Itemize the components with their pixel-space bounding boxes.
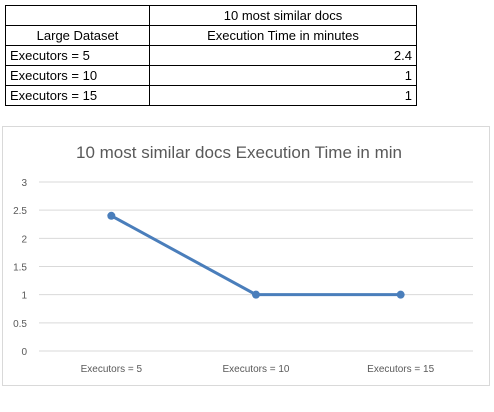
y-tick-label: 2.5 [13, 206, 27, 217]
row-value-cell[interactable]: 1 [149, 65, 417, 86]
data-table: 10 most similar docs Large Dataset Execu… [5, 5, 417, 106]
y-tick-label: 1 [21, 291, 27, 302]
series-layer [107, 211, 405, 299]
y-tick-label: 3 [21, 178, 27, 189]
row-value-cell[interactable]: 2.4 [149, 45, 417, 66]
x-tick-label: Executors = 5 [81, 364, 143, 375]
data-point[interactable] [107, 211, 116, 220]
header-cell[interactable]: Large Dataset [5, 25, 150, 46]
data-point[interactable] [396, 290, 405, 299]
x-tick-label: Executors = 10 [223, 364, 290, 375]
y-tick-label: 2 [21, 234, 27, 245]
row-label-cell[interactable]: Executors = 5 [5, 45, 150, 66]
chart-canvas: 10 most similar docs Execution Time in m… [13, 143, 473, 375]
y-axis-ticks: 0 0.5 1 1.5 2 2.5 3 [13, 178, 27, 358]
table-header-row: Large Dataset Execution Time in minutes [5, 25, 417, 46]
table-title-row: 10 most similar docs [5, 5, 417, 26]
data-point[interactable] [252, 290, 260, 299]
header-cell[interactable]: Execution Time in minutes [149, 25, 417, 46]
table-row: Executors = 15 1 [5, 85, 417, 106]
row-label-cell[interactable]: Executors = 10 [5, 65, 150, 86]
table-row: Executors = 10 1 [5, 65, 417, 86]
x-tick-label: Executors = 15 [367, 364, 434, 375]
table-row: Executors = 5 2.4 [5, 45, 417, 66]
table-title-cell[interactable]: 10 most similar docs [149, 5, 417, 26]
chart-title: 10 most similar docs Execution Time in m… [76, 143, 402, 162]
gridlines [39, 181, 473, 352]
line-chart[interactable]: 10 most similar docs Execution Time in m… [2, 126, 490, 386]
y-tick-label: 0 [21, 347, 27, 358]
y-tick-label: 0.5 [13, 319, 27, 330]
row-value-cell[interactable]: 1 [149, 85, 417, 106]
x-axis-ticks: Executors = 5 Executors = 10 Executors = 1… [81, 364, 435, 375]
table-corner-cell[interactable] [5, 5, 150, 26]
row-label-cell[interactable]: Executors = 15 [5, 85, 150, 106]
y-tick-label: 1.5 [13, 263, 27, 274]
series-line[interactable] [110, 214, 401, 297]
